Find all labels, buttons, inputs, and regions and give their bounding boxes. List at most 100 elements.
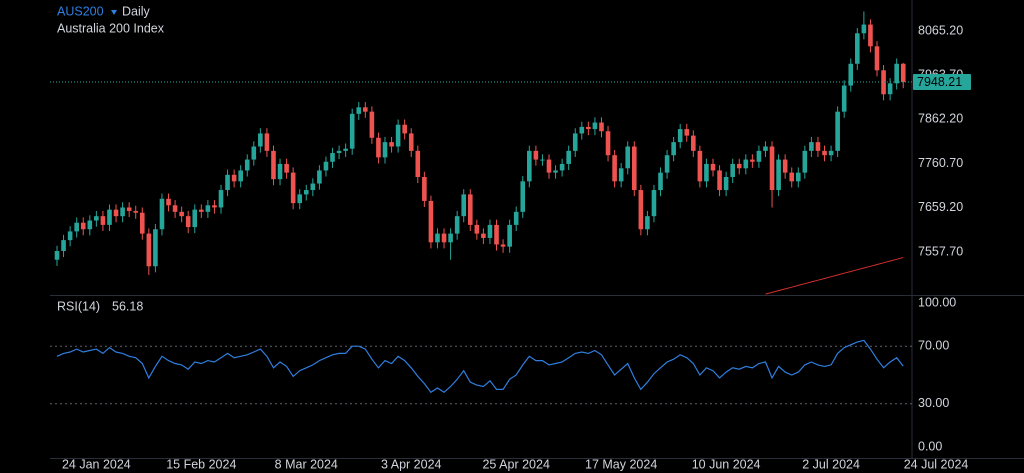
time-tick-label: 24 Jan 2024: [62, 457, 131, 471]
candle-body: [94, 216, 99, 221]
candle-body: [100, 216, 106, 225]
candle-body: [494, 224, 499, 245]
candle-body: [756, 150, 762, 162]
indicator-name: RSI(14): [57, 299, 100, 313]
candle-body: [225, 174, 230, 191]
candle-body: [153, 229, 158, 267]
candle-body: [349, 113, 355, 149]
candle-body: [290, 172, 296, 204]
time-tick-label: 25 Apr 2024: [482, 457, 549, 471]
candle-body: [691, 135, 696, 151]
candle-body: [638, 190, 644, 230]
candle-body: [566, 150, 571, 164]
candle-body: [809, 142, 814, 151]
candle-body: [159, 198, 165, 230]
candle-body: [579, 126, 585, 134]
candle-body: [572, 133, 578, 151]
rsi-tick-label: 30.00: [918, 396, 949, 410]
candle-body: [736, 163, 742, 169]
candle-body: [382, 142, 388, 158]
candle-body: [126, 207, 132, 211]
candle-body: [559, 163, 565, 171]
candle-body: [520, 181, 526, 212]
candle-body: [782, 159, 788, 173]
candle-body: [192, 209, 198, 228]
candle-body: [166, 198, 171, 206]
candle-body: [658, 172, 663, 191]
candle-body: [769, 146, 775, 191]
candle-body: [625, 146, 631, 169]
rsi-line: [56, 339, 904, 394]
candle-body: [887, 83, 893, 95]
candle-body: [251, 146, 257, 160]
candle-body: [599, 122, 604, 132]
candle-body: [238, 170, 243, 182]
rsi-tick-label: 70.00: [918, 338, 949, 352]
candle-body: [336, 150, 342, 154]
candle-body: [631, 146, 637, 191]
candle-body: [750, 159, 755, 162]
rsi-tick-label: 100.00: [918, 295, 956, 309]
candle-body: [133, 210, 139, 213]
candle-body: [481, 233, 486, 238]
candle-body: [664, 155, 670, 173]
candle-body: [199, 209, 204, 212]
candle-body: [697, 150, 703, 182]
candle-body: [61, 240, 66, 252]
candle-body: [874, 46, 880, 71]
candle-body: [435, 233, 440, 243]
candle-body: [258, 133, 263, 147]
candle-body: [835, 111, 840, 151]
interval[interactable]: Daily: [122, 4, 151, 18]
candle-body: [776, 159, 781, 191]
candle-body: [395, 124, 401, 147]
time-tick-label: 17 May 2024: [585, 457, 657, 471]
candle-body: [802, 150, 808, 173]
candle-body: [172, 205, 178, 212]
candle-body: [441, 233, 447, 243]
candle-body: [612, 155, 617, 182]
candle-body: [723, 176, 729, 191]
candle-body: [376, 137, 381, 158]
candle-body: [356, 107, 362, 114]
price-tick-label: 7862.20: [918, 112, 963, 126]
moving-average-line: [765, 257, 904, 295]
last-price-box: [913, 73, 971, 90]
price-tick-label: 8065.20: [918, 23, 963, 37]
candle-body: [841, 85, 847, 112]
rsi-tick-label: 0.00: [918, 439, 942, 453]
candle-body: [651, 190, 657, 217]
candle-body: [618, 168, 624, 182]
candle-body: [303, 190, 309, 195]
candle-body: [277, 163, 283, 180]
candle-body: [284, 163, 289, 173]
candle-body: [474, 224, 480, 234]
candle-body: [415, 150, 421, 177]
candle-body: [428, 200, 434, 243]
candle-body: [297, 194, 303, 204]
time-tick-label: 8 Mar 2024: [275, 457, 338, 471]
symbol[interactable]: AUS200: [57, 4, 104, 18]
candle-body: [467, 194, 473, 225]
candle-body: [264, 133, 270, 151]
candle-body: [244, 159, 250, 171]
time-tick-label: 3 Apr 2024: [381, 457, 442, 471]
candle-body: [710, 163, 716, 171]
candle-body: [454, 216, 460, 234]
candle-body: [605, 131, 611, 156]
candle-body: [546, 159, 552, 173]
candle-body: [408, 133, 414, 151]
candle-body: [592, 122, 598, 130]
candle-body: [507, 224, 512, 247]
candle-body: [461, 194, 467, 217]
candle-body: [881, 70, 886, 95]
symbol-dropdown-icon[interactable]: [111, 10, 117, 15]
candle-body: [848, 63, 854, 86]
candle-body: [107, 209, 112, 225]
price-tick-label: 7659.20: [918, 200, 963, 214]
candle-body: [80, 222, 86, 230]
candle-body: [120, 207, 125, 217]
time-tick-label: 10 Jun 2024: [692, 457, 761, 471]
time-tick-label: 2 Jul 2024: [802, 457, 860, 471]
